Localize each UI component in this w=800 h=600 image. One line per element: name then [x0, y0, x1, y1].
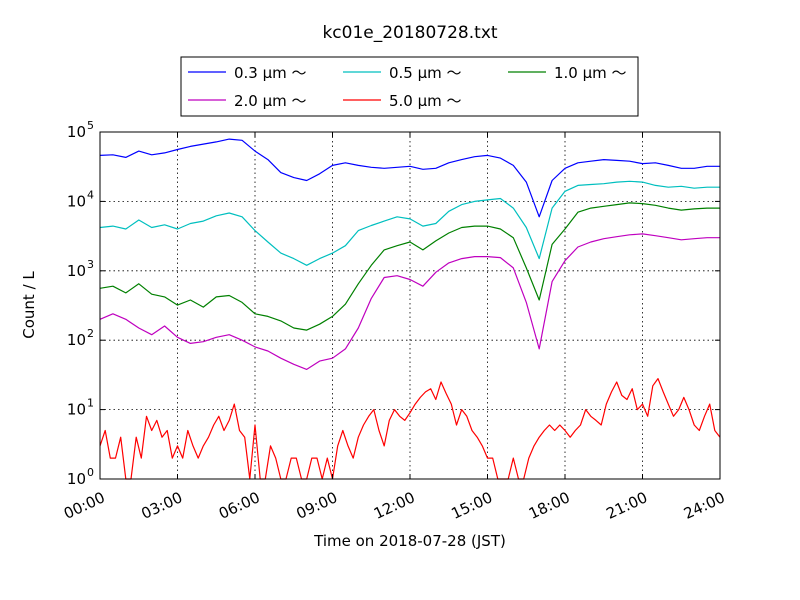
- y-tick-label: 101: [67, 397, 94, 419]
- y-tick-base: 10: [67, 401, 86, 419]
- legend-label: 2.0 μm ～: [234, 92, 307, 110]
- plot-frame: [99, 131, 721, 480]
- y-tick-label: 104: [67, 188, 94, 210]
- y-tick-exponent: 1: [87, 397, 94, 410]
- y-tick-exponent: 0: [87, 466, 94, 479]
- y-tick-exponent: 5: [87, 119, 94, 132]
- x-tick-label: 03:00: [138, 488, 185, 523]
- tick-group: 00:00 03:00 06:00 09:00 12:00 15:00 18:00 21:00…: [61, 119, 728, 523]
- y-tick-base: 10: [67, 123, 86, 141]
- x-tick-label: 24:00: [681, 488, 728, 523]
- y-tick-label: 103: [67, 258, 94, 280]
- legend-label: 0.3 μm ～: [234, 64, 307, 82]
- series-line-1: [99, 180, 720, 266]
- x-axis-label: Time on 2018-07-28 (JST): [313, 532, 506, 550]
- legend: 0.3 μm ～ 0.5 μm ～ 1.0 μm ～ 2.0 μm ～ 5.0 μm ～: [180, 56, 639, 117]
- y-tick-exponent: 3: [87, 258, 94, 271]
- chart-title: kc01e_20180728.txt: [322, 23, 497, 43]
- legend-label: 5.0 μm ～: [389, 92, 462, 110]
- y-tick-base: 10: [67, 262, 86, 280]
- series-line-4: [99, 378, 721, 480]
- y-tick-base: 10: [67, 470, 86, 488]
- legend-label: 1.0 μm ～: [554, 64, 627, 82]
- x-tick-label: 00:00: [61, 488, 108, 523]
- y-axis-label: Count / L: [20, 271, 38, 339]
- legend-box: [180, 56, 639, 117]
- x-tick-label: 21:00: [603, 488, 650, 523]
- y-tick-exponent: 2: [87, 327, 94, 340]
- y-tick-label: 105: [67, 119, 94, 141]
- series-line-3: [99, 233, 720, 370]
- series-line-2: [99, 202, 720, 331]
- y-tick-base: 10: [67, 331, 86, 349]
- series-group: [99, 138, 721, 480]
- series-line-0: [99, 138, 720, 218]
- y-tick-base: 10: [67, 192, 86, 210]
- x-tick-label: 12:00: [371, 488, 418, 523]
- y-tick-label: 102: [67, 327, 94, 349]
- x-tick-label: 18:00: [526, 488, 573, 523]
- legend-label: 0.5 μm ～: [389, 64, 462, 82]
- y-tick-exponent: 4: [87, 188, 94, 201]
- x-tick-label: 15:00: [448, 488, 495, 523]
- x-tick-label: 06:00: [216, 488, 263, 523]
- y-tick-label: 100: [67, 466, 94, 488]
- x-tick-label: 09:00: [293, 488, 340, 523]
- grid: [100, 132, 720, 479]
